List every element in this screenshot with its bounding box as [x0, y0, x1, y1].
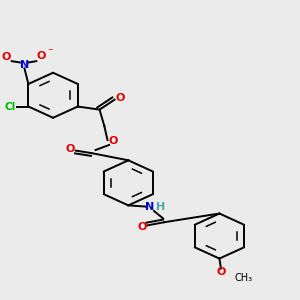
Text: O: O — [137, 222, 147, 232]
Text: O: O — [2, 52, 11, 62]
Text: O: O — [108, 136, 118, 146]
Text: O: O — [66, 144, 75, 154]
Text: $^-$: $^-$ — [46, 48, 54, 58]
Text: N: N — [20, 60, 29, 70]
Text: O: O — [36, 52, 46, 61]
Text: O: O — [115, 93, 124, 103]
Text: O: O — [216, 267, 226, 277]
Text: N: N — [146, 202, 155, 212]
Text: CH₃: CH₃ — [235, 273, 253, 283]
Text: H: H — [156, 202, 165, 212]
Text: Cl: Cl — [4, 101, 15, 112]
